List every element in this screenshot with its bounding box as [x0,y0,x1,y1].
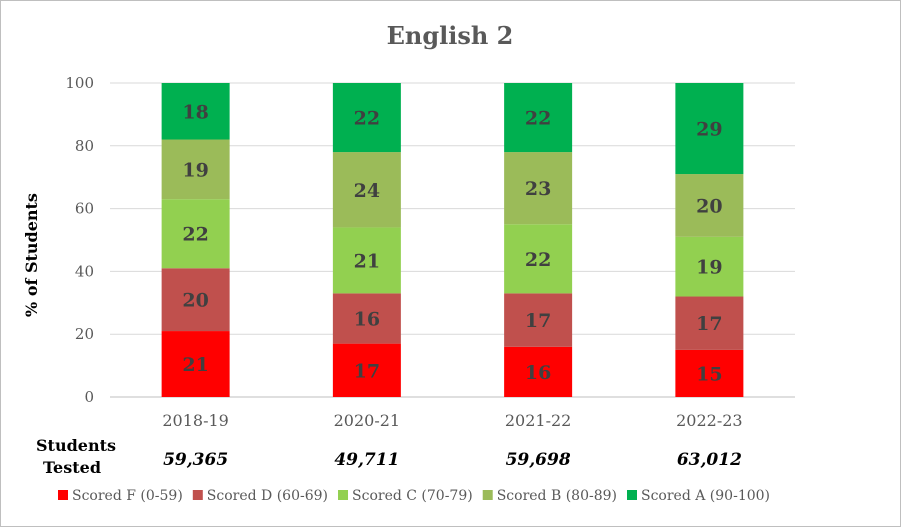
students-tested-label: Students [36,436,116,455]
y-tick-label: 80 [75,137,94,155]
data-label: 24 [354,180,380,202]
bar-segment [161,331,230,397]
data-label: 15 [696,363,722,385]
bar-segment [504,152,573,225]
legend-swatch [627,490,637,500]
legend-label: Scored D (60-69) [207,488,328,504]
bar-segment [332,227,401,294]
bar-segment [675,296,744,350]
data-label: 17 [696,313,722,335]
legend-swatch [338,490,349,500]
data-label: 17 [354,360,380,382]
data-label: 20 [182,290,208,312]
legend-label: Scored C (70-79) [352,488,473,504]
students-tested-row: 59,365 49,711 59,698 63,012 Students Tested [36,436,742,477]
data-label: 21 [354,250,380,272]
bar-segment [675,83,744,175]
x-tick-label: 2022-23 [676,411,742,430]
data-label: 19 [696,257,722,279]
legend-label: Scored F (0-59) [72,488,183,504]
legend-item: Scored A (90-100) [627,488,770,504]
students-tested-count: 59,365 [163,450,228,470]
legend: Scored F (0-59) Scored D (60-69) Scored C … [58,488,770,504]
legend-item: Scored D (60-69) [192,488,328,504]
bar-segment [332,152,401,228]
data-label: 29 [696,119,722,141]
bar-segment [504,346,573,397]
bars [161,83,744,397]
bar-segment [504,293,573,347]
data-label: 22 [182,224,208,246]
bar-segment [332,83,401,153]
y-axis-label: % of Students [22,193,41,317]
legend-swatch [482,490,493,500]
students-tested-count: 49,711 [334,450,399,470]
data-label: 16 [354,309,380,331]
y-tick-labels: 0 20 40 60 80 100 [65,74,94,406]
data-label: 18 [182,101,208,123]
data-label: 21 [182,354,208,376]
bar-segment [675,236,744,297]
bar-segment [161,199,230,269]
bar-segment [332,293,401,344]
data-label: 22 [525,108,551,130]
legend-item: Scored C (70-79) [338,488,473,504]
students-tested-label: Tested [43,458,101,477]
bar-segment [161,139,230,200]
x-tick-label: 2020-21 [334,411,400,430]
y-tick-label: 40 [75,262,94,280]
legend-swatch [58,490,68,500]
bar-segment [332,343,401,397]
data-label: 23 [525,178,551,200]
legend-item: Scored B (80-89) [482,488,617,504]
data-label: 20 [696,195,722,217]
students-tested-count: 59,698 [506,450,571,470]
bar-segment [504,224,573,294]
y-tick-label: 0 [84,388,94,406]
data-label: 22 [525,249,551,271]
bar-segment [675,349,744,397]
legend-swatch [192,490,203,500]
x-tick-labels: 2018-19 2020-21 2021-22 2022-23 [162,411,742,430]
data-label: 17 [525,310,551,332]
x-tick-label: 2018-19 [162,411,228,430]
y-tick-label: 100 [65,74,94,92]
data-label: 19 [182,159,208,181]
students-tested-count: 63,012 [677,450,742,470]
chart-title: English 2 [387,21,514,50]
bar-segment [504,83,573,153]
data-label: 16 [525,362,551,384]
data-label: 22 [354,108,380,130]
y-tick-label: 60 [75,200,94,218]
data-labels: 21 20 22 19 18 17 16 21 24 22 16 17 22 23 22 15 17 19 20 29 [182,101,722,385]
bar-segment [675,174,744,237]
y-tick-label: 20 [75,325,94,343]
x-tick-label: 2021-22 [505,411,571,430]
bar-segment [161,83,230,140]
bar-segment [161,268,230,332]
legend-label: Scored B (80-89) [497,488,617,504]
legend-item: Scored F (0-59) [58,488,183,504]
legend-label: Scored A (90-100) [641,488,770,504]
